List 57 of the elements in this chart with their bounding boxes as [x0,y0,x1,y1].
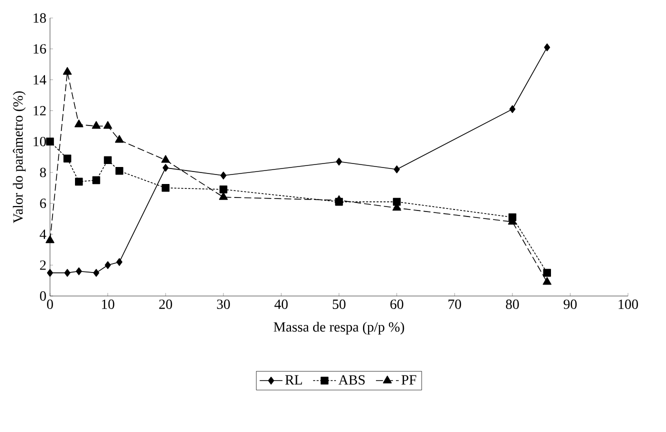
point [544,43,550,52]
y-tick-label: 10 [34,136,46,146]
point [104,261,111,270]
y-tick-label: 18 [34,13,46,23]
y-tick-label: 6 [40,198,46,208]
point [92,121,101,129]
y-tick-label: 2 [40,260,46,270]
x-tick-label: 20 [159,300,172,309]
x-tick-label: 60 [390,300,404,309]
point [64,268,70,277]
legend-label: PF [402,375,416,384]
y-tick-label: 0 [40,291,46,301]
x-tick-label: 0 [47,300,53,309]
point [115,167,124,175]
point [63,154,72,162]
y-tick-label: 4 [40,230,46,239]
legend-label: RL [285,375,302,384]
x-tick-label: 50 [332,300,346,309]
point [116,258,122,266]
y-tick-label: 12 [34,106,46,116]
point [220,172,226,180]
point [46,138,54,146]
point [93,268,100,277]
y-tick-label: 14 [34,75,46,84]
y-axis-title: Valor do parâmetro (%) [12,91,26,224]
point [161,155,170,163]
point [104,156,112,164]
point [74,120,84,128]
legend-label: ABS [338,375,365,385]
x-tick-label: 100 [618,300,638,309]
point [219,192,228,200]
point [334,195,344,203]
point [220,186,228,194]
point [162,164,169,172]
x-tick-label: 30 [217,300,230,309]
y-tick-label: 8 [40,168,46,178]
point [114,135,124,143]
point [92,176,100,184]
point [62,67,72,75]
x-tick-label: 10 [102,300,114,309]
point [542,277,552,285]
point [75,178,83,186]
point [394,165,400,174]
point [76,267,82,276]
point [46,268,54,277]
y-tick-label: 16 [34,44,46,54]
x-tick-label: 80 [506,300,519,309]
x-axis-title: Massa de respa (p/p %) [274,322,404,335]
point [103,121,112,129]
point [509,105,516,114]
x-tick-label: 90 [564,300,577,309]
point [162,184,170,192]
x-tick-label: 70 [448,300,462,309]
point [336,158,342,166]
x-tick-label: 40 [274,300,288,309]
point [46,235,54,244]
point [543,268,551,277]
